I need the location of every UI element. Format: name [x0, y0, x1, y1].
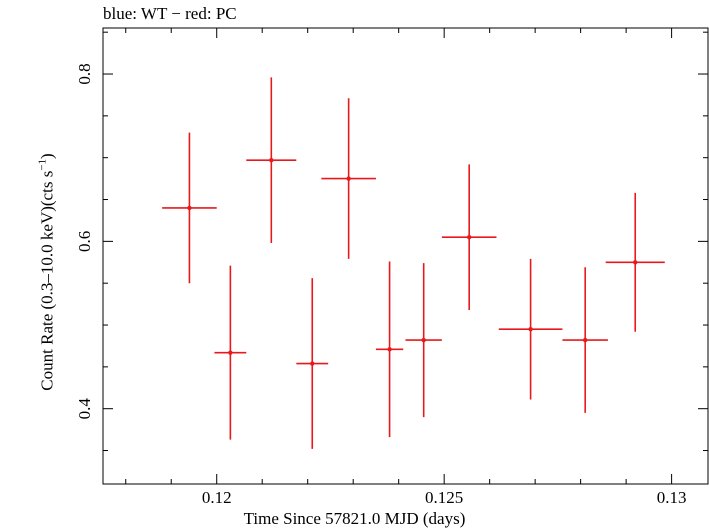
x-tick-label: 0.13	[657, 488, 687, 507]
chart-title: blue: WT − red: PC	[103, 4, 237, 23]
y-axis-label-tail: )	[37, 153, 57, 159]
plot-frame	[102, 27, 709, 485]
data-points	[162, 77, 665, 449]
data-point	[605, 192, 665, 332]
data-point	[375, 261, 404, 438]
x-tick-label: 0.12	[202, 488, 232, 507]
y-tick-label: 0.8	[75, 63, 94, 84]
data-point	[441, 164, 497, 310]
point-marker	[387, 347, 392, 352]
data-point	[405, 263, 442, 418]
data-point	[246, 77, 297, 244]
point-marker	[269, 157, 274, 163]
data-point	[562, 267, 608, 413]
point-marker	[633, 260, 638, 265]
x-tick-label: 0.125	[425, 488, 463, 507]
point-marker	[421, 337, 426, 343]
data-point	[214, 265, 247, 440]
data-point	[296, 278, 329, 449]
point-marker	[466, 234, 472, 240]
x-axis-label: Time Since 57821.0 MJD (days)	[243, 509, 466, 528]
y-tick-label: 0.4	[75, 398, 94, 420]
y-axis-label: Count Rate (0.3–10.0 keV)(cts s−1)	[37, 153, 58, 390]
point-marker	[228, 350, 233, 355]
point-marker	[582, 337, 588, 343]
data-point	[162, 132, 217, 284]
data-point	[321, 98, 376, 259]
point-marker	[346, 176, 351, 181]
y-axis-label-main: Count Rate (0.3–10.0 keV)(cts s	[37, 170, 57, 391]
point-marker	[310, 361, 315, 366]
point-marker	[187, 205, 192, 211]
data-point	[498, 258, 563, 400]
axis-ticks: 0.12 0.125 0.13 0.4 0.6 0.8	[75, 28, 708, 507]
point-marker	[528, 327, 533, 332]
y-tick-label: 0.6	[75, 231, 94, 252]
y-axis-label-exponent: −1	[36, 158, 49, 171]
